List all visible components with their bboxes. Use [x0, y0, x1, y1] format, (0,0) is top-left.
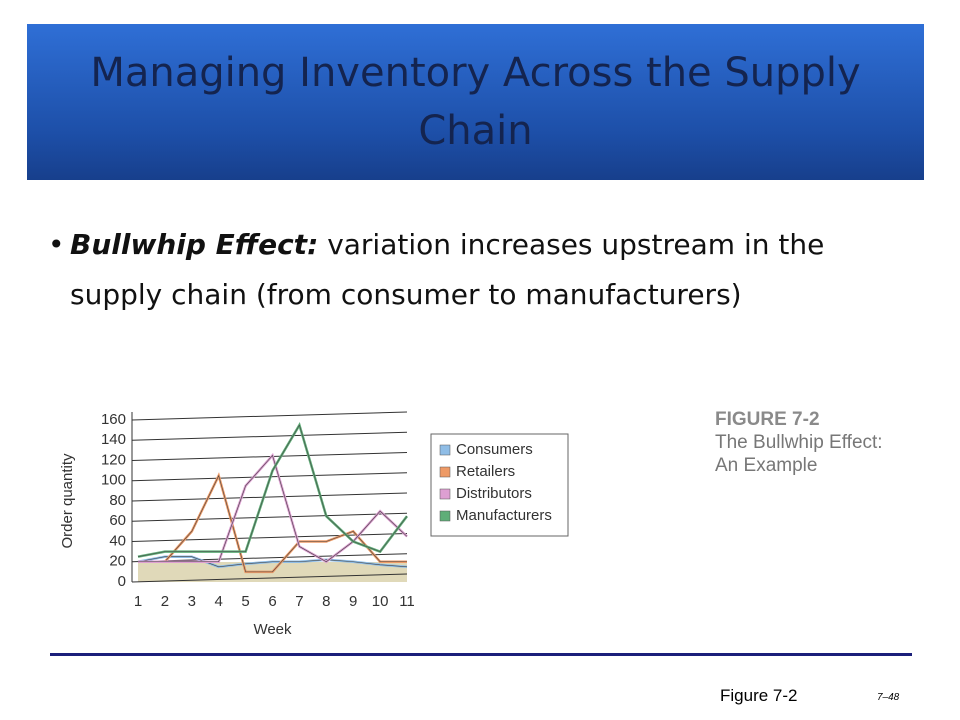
legend-swatch	[439, 488, 451, 500]
series-edge	[138, 474, 407, 573]
x-tick-label: 8	[322, 593, 330, 610]
figure-title: The Bullwhip Effect: An Example	[715, 432, 883, 476]
y-tick-label: 140	[101, 431, 126, 448]
y-axis-label: Order quantity	[59, 453, 76, 549]
x-tick-label: 9	[349, 593, 357, 610]
page-number: 7–48	[877, 692, 900, 703]
series-edge	[137, 556, 408, 568]
y-tick-label: 100	[101, 472, 126, 489]
chart: 0 20 40 60 80 100 120 140 160 1 2 3 4 5 6 7 8 9 10 11 Week Or…	[59, 411, 569, 638]
bullet-body: variation increases upstream in the supp…	[70, 228, 825, 311]
x-tick-label: 4	[215, 593, 223, 610]
figure-note: Figure 7-2	[720, 686, 798, 705]
footer-rule	[50, 653, 912, 656]
x-tick-label: 10	[372, 593, 389, 610]
bullet-dot: •	[48, 228, 65, 261]
x-tick-label: 7	[295, 593, 303, 610]
legend-swatch	[439, 466, 451, 478]
grid-line	[131, 553, 408, 563]
series-edge	[138, 454, 408, 563]
legend-swatch	[439, 510, 451, 522]
figure-caption: FIGURE 7-2 The Bullwhip Effect: An Exampl…	[715, 408, 905, 477]
bullet-text: Bullwhip Effect: variation increases ups…	[70, 220, 908, 320]
y-tick-label: 40	[109, 532, 126, 549]
legend-label: Consumers	[456, 441, 533, 458]
grid-line	[131, 452, 408, 461]
grid-line	[131, 533, 408, 542]
grid-line	[131, 411, 408, 421]
x-tick-label: 1	[134, 593, 142, 610]
x-tick-label: 11	[399, 593, 415, 610]
figure-label: FIGURE 7-2	[715, 409, 820, 430]
x-tick-label: 5	[241, 593, 249, 610]
y-tick-label: 160	[101, 411, 126, 428]
grid-line	[131, 573, 408, 583]
bullet: • Bullwhip Effect: variation increases up…	[48, 220, 908, 320]
bullet-term: Bullwhip Effect:	[70, 228, 319, 261]
legend-swatch	[439, 444, 451, 456]
y-tick-label: 120	[101, 451, 126, 468]
series-edge	[137, 424, 408, 557]
y-tick-label: 20	[109, 553, 126, 570]
x-tick-label: 6	[268, 593, 276, 610]
x-tick-label: 3	[188, 593, 196, 610]
title-banner: Managing Inventory Across the Supply Cha…	[27, 24, 924, 180]
y-tick-label: 60	[109, 512, 126, 529]
grid-line	[131, 512, 408, 522]
legend-box	[430, 433, 569, 537]
grid-line	[131, 492, 408, 502]
x-tick-label: 2	[161, 593, 169, 610]
slide-title: Managing Inventory Across the Supply Cha…	[90, 50, 861, 154]
x-axis-label: Week	[253, 621, 292, 638]
legend-label: Manufacturers	[456, 507, 552, 524]
grid-line	[131, 431, 408, 441]
y-tick-label: 0	[118, 573, 126, 590]
legend-label: Distributors	[456, 485, 532, 502]
y-tick-label: 80	[109, 492, 126, 509]
legend-label: Retailers	[456, 463, 515, 480]
